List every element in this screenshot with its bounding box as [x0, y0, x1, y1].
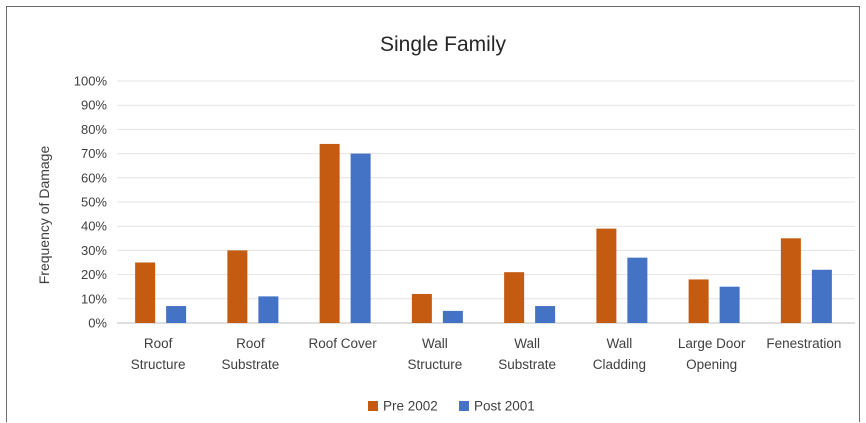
y-tick-label: 90%: [81, 98, 107, 113]
bar-pre-2002: [135, 262, 156, 323]
bar-pre-2002: [780, 238, 801, 323]
y-tick-label: 100%: [74, 74, 108, 89]
y-tick-label: 0%: [88, 316, 107, 331]
bar-pre-2002: [319, 143, 340, 323]
bar-post-2001: [258, 296, 279, 323]
bar-post-2001: [627, 257, 648, 323]
category-label: Fenestration: [766, 336, 841, 351]
bar-chart: Single Family Frequency of Damage 0% 10% 2…: [36, 33, 855, 414]
category-label: Substrate: [498, 357, 556, 372]
bar-post-2001: [166, 306, 187, 323]
bar-post-2001: [442, 310, 463, 323]
category-label: Substrate: [221, 357, 279, 372]
category-label: Opening: [686, 357, 737, 372]
category-label: Cladding: [593, 357, 646, 372]
bar-pre-2002: [688, 279, 709, 323]
category-labels: Roof Structure Roof Substrate Roof Cover Wall…: [131, 336, 842, 372]
y-tick-label: 50%: [81, 195, 107, 210]
legend: Pre 2002 Post 2001: [368, 399, 535, 414]
category-label: Wall: [514, 336, 540, 351]
bar-post-2001: [719, 286, 740, 323]
bar-pre-2002: [227, 250, 248, 323]
category-label: Wall: [422, 336, 448, 351]
y-tick-label: 30%: [81, 243, 107, 258]
bar-pre-2002: [504, 272, 525, 323]
bar-post-2001: [350, 153, 371, 323]
category-label: Roof Cover: [308, 336, 377, 351]
category-label: Structure: [407, 357, 462, 372]
bar-pre-2002: [411, 293, 432, 323]
category-label: Roof: [144, 336, 173, 351]
chart-title: Single Family: [380, 33, 507, 56]
y-tick-label: 60%: [81, 170, 107, 185]
category-label: Roof: [236, 336, 265, 351]
bar-pre-2002: [596, 228, 617, 323]
y-tick-label: 80%: [81, 122, 107, 137]
category-label: Structure: [131, 357, 186, 372]
legend-swatch: [368, 401, 378, 411]
bars: [135, 143, 832, 323]
y-axis-label: Frequency of Damage: [36, 146, 52, 285]
category-label: Large Door: [678, 336, 746, 351]
y-tick-label: 40%: [81, 219, 107, 234]
legend-swatch: [459, 401, 469, 411]
category-label: Wall: [607, 336, 633, 351]
y-tick-label: 10%: [81, 291, 107, 306]
y-tick-label: 70%: [81, 146, 107, 161]
bar-post-2001: [535, 306, 556, 323]
chart-frame: Single Family Frequency of Damage 0% 10% 2…: [6, 6, 860, 422]
y-tick-labels: 0% 10% 20% 30% 40% 50% 60% 70% 80% 90% 100%: [74, 74, 108, 331]
y-tick-label: 20%: [81, 267, 107, 282]
bar-post-2001: [811, 269, 832, 323]
legend-entry: Post 2001: [474, 399, 535, 414]
legend-entry: Pre 2002: [383, 399, 438, 414]
